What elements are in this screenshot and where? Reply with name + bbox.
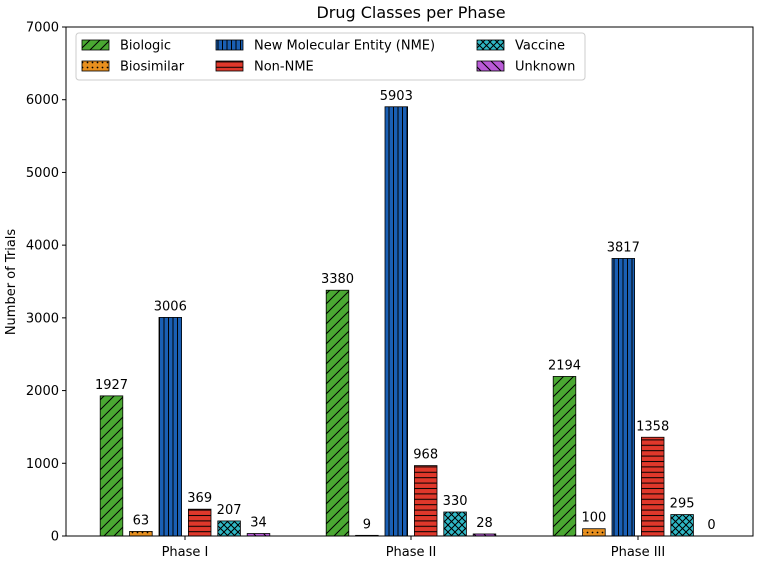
y-tick-label: 4000	[26, 239, 59, 254]
legend-swatch-hatch	[215, 60, 244, 72]
y-tick-label: 6000	[26, 93, 59, 108]
legend-swatch-hatch	[81, 39, 110, 51]
bar-value-label: 207	[217, 503, 242, 518]
legend-label: Biologic	[120, 39, 171, 54]
bar-value-label: 968	[413, 448, 438, 463]
bar-hatch-biosimilar	[582, 528, 606, 537]
legend-swatch-hatch	[81, 60, 110, 72]
legend-item-unknown: Unknown	[476, 60, 575, 75]
bar-hatch-new-molecular-entity-nme	[384, 106, 409, 537]
y-tick-label: 3000	[26, 311, 59, 326]
legend-label: Vaccine	[515, 39, 565, 54]
bar-hatch-vaccine	[443, 511, 467, 537]
bar-value-label: 330	[443, 494, 468, 509]
x-tick-label: Phase I	[162, 545, 209, 560]
bar-value-label: 5903	[380, 89, 413, 104]
legend-swatch-hatch	[476, 39, 505, 51]
bar-value-label: 0	[707, 518, 715, 533]
bar-hatch-non-nme	[413, 465, 438, 537]
legend-item-vaccine: Vaccine	[476, 39, 565, 54]
bar-value-label: 9	[363, 517, 371, 532]
legend-swatch-hatch	[476, 60, 505, 72]
bar-value-label: 295	[670, 497, 695, 512]
bar-value-label: 100	[581, 511, 606, 526]
bar-value-label: 2194	[548, 358, 581, 373]
bar-value-label: 34	[250, 516, 267, 531]
bar-hatch-new-molecular-entity-nme	[158, 317, 183, 537]
x-ticks-group: Phase I Phase II Phase III	[162, 536, 665, 560]
legend-item-new-molecular-entity-nme: New Molecular Entity (NME)	[215, 39, 435, 54]
y-tick-label: 7000	[26, 21, 59, 36]
bar-value-label: 63	[133, 513, 150, 528]
legend-label: Non-NME	[254, 60, 314, 75]
legend: Biologic Biosimilar New Molecular Entity (…	[75, 32, 586, 81]
x-tick-label: Phase III	[611, 545, 665, 560]
bar-hatch-vaccine	[217, 520, 241, 537]
legend-item-biosimilar: Biosimilar	[81, 60, 185, 75]
bar-hatch-non-nme	[641, 436, 665, 537]
legend-label: Unknown	[515, 60, 575, 75]
chart-title: Drug Classes per Phase	[316, 3, 505, 22]
bar-value-label: 3817	[607, 240, 640, 255]
bar-hatch-vaccine	[670, 514, 694, 537]
y-tick-label: 2000	[26, 384, 59, 399]
bar-value-label: 28	[476, 516, 493, 531]
bar-value-label: 369	[187, 491, 212, 506]
y-ticks-group: 0 1000 2000 3000 4000 5000 6000 7000	[26, 21, 66, 545]
bars-group	[99, 106, 694, 537]
bar-value-label: 3006	[154, 299, 187, 314]
bar-hatch-non-nme	[187, 508, 212, 537]
bar-labels-group: 1927 3380 2194 63 9 100 3006 5903 3817 369 968 1358…	[95, 89, 716, 533]
legend-box	[75, 32, 586, 81]
legend-label: Biosimilar	[120, 60, 185, 75]
bar-hatch-biosimilar	[129, 531, 153, 537]
bar-hatch-biologic	[552, 376, 577, 537]
bar-value-label: 1358	[636, 419, 669, 434]
y-axis-label: Number of Trials	[4, 229, 19, 336]
y-tick-label: 5000	[26, 166, 59, 181]
bar-hatch-new-molecular-entity-nme	[611, 258, 636, 537]
x-tick-label: Phase II	[386, 545, 437, 560]
plot-frame	[65, 26, 754, 537]
bar-hatch-biologic	[99, 395, 124, 537]
legend-item-non-nme: Non-NME	[215, 60, 314, 75]
y-tick-label: 1000	[26, 457, 59, 472]
legend-swatch-hatch	[215, 39, 244, 51]
legend-label: New Molecular Entity (NME)	[254, 39, 435, 54]
y-tick-label: 0	[51, 530, 59, 545]
bar-value-label: 3380	[321, 272, 354, 287]
legend-item-biologic: Biologic	[81, 39, 171, 54]
bar-hatch-biologic	[325, 289, 350, 537]
bar-value-label: 1927	[95, 378, 128, 393]
